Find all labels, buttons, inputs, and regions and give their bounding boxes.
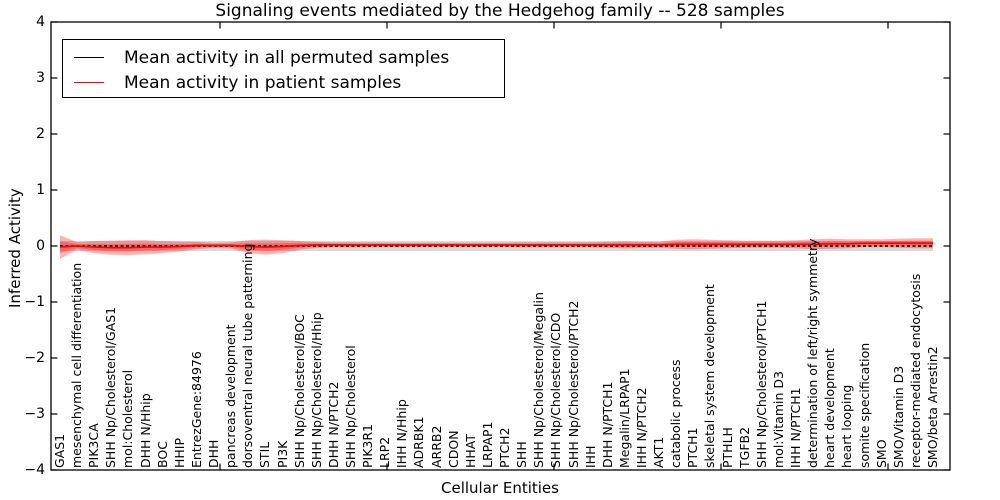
y-tick-label: −2 xyxy=(24,350,45,366)
patient-mean-line xyxy=(59,242,933,249)
x-tick-label: IHH xyxy=(582,445,598,469)
y-tick-label: 1 xyxy=(36,182,45,198)
x-tick-label: SHH Np/Cholesterol/GAS1 xyxy=(103,306,119,468)
x-tick-label: PIK3CA xyxy=(86,423,102,468)
x-tick-label: IHH N/Hhip xyxy=(394,399,410,468)
y-tick-label: −3 xyxy=(24,406,45,422)
chart-title: Signaling events mediated by the Hedgeho… xyxy=(215,1,785,21)
x-tick-label: SMO/Vitamin D3 xyxy=(890,365,906,468)
x-tick-label: PIK3R1 xyxy=(360,423,376,468)
x-tick-label: LRPAP1 xyxy=(479,421,495,468)
x-tick-label: PTCH1 xyxy=(685,427,701,468)
legend-entry-permuted: Mean activity in all permuted samples xyxy=(63,45,504,70)
patient-line-swatch xyxy=(74,82,104,83)
y-tick-label: −1 xyxy=(24,294,45,310)
x-tick-label: mol:Vitamin D3 xyxy=(770,371,786,468)
x-tick-label: receptor-mediated endocytosis xyxy=(907,273,923,468)
x-tick-label: SHH Np/Cholesterol/Hhip xyxy=(308,312,324,468)
x-tick-label: SHH Np/Cholesterol/PTCH1 xyxy=(753,300,769,469)
x-tick-label: SHH Np/Cholesterol/BOC xyxy=(291,314,307,468)
y-tick-label: 4 xyxy=(36,14,45,30)
x-tick-label: HHIP xyxy=(171,437,187,468)
x-tick-label: PI3K xyxy=(274,440,290,468)
x-tick-label: mesenchymal cell differentiation xyxy=(69,262,85,468)
x-tick-label: HHAT xyxy=(462,433,478,468)
x-tick-label: heart development xyxy=(822,348,838,468)
x-tick-label: SHH xyxy=(514,441,530,468)
x-tick-label: SMO/beta Arrestin2 xyxy=(925,346,940,468)
x-tick-label: IHH N/PTCH2 xyxy=(634,387,649,468)
x-tick-label: mol:Cholesterol xyxy=(120,369,136,468)
x-tick-label: EntrezGene:84976 xyxy=(188,351,204,468)
x-tick-label: heart looping xyxy=(839,384,855,468)
x-axis-label: Cellular Entities xyxy=(441,479,559,497)
x-tick-label: SHH Np/Cholesterol/PTCH2 xyxy=(565,300,581,469)
x-tick-label: CDON xyxy=(445,430,461,468)
x-tick-label: dorsoventral neural tube patterning xyxy=(240,243,256,469)
permuted-line-swatch xyxy=(74,57,104,58)
legend-entry-patient: Mean activity in patient samples xyxy=(63,70,504,95)
x-tick-label: SHH Np/Cholesterol/Megalin xyxy=(531,292,547,468)
x-tick-label: TGFB2 xyxy=(736,426,752,468)
x-tick-label: PTCH2 xyxy=(497,427,513,468)
y-tick-label: 2 xyxy=(36,126,45,142)
x-tick-label: BOC xyxy=(154,441,170,468)
x-tick-label: DHH xyxy=(206,439,222,468)
patient-band-outer xyxy=(60,235,933,259)
y-tick-label: −4 xyxy=(24,462,45,478)
x-tick-label: somite specification xyxy=(856,342,872,468)
x-tick-label: skeletal system development xyxy=(702,284,718,468)
x-tick-label: ADRBK1 xyxy=(411,416,427,468)
x-tick-label: SHH Np/Cholesterol xyxy=(343,345,358,468)
x-tick-label: GAS1 xyxy=(52,433,67,468)
legend: Mean activity in all permuted samples Me… xyxy=(62,39,505,98)
x-tick-label: ARRB2 xyxy=(428,425,444,468)
y-tick-label: 0 xyxy=(36,238,45,254)
x-tick-label: DHH N/Hhip xyxy=(137,393,153,468)
x-tick-label: SMO xyxy=(873,439,889,468)
x-tick-label: STIL xyxy=(257,441,273,468)
legend-label-permuted: Mean activity in all permuted samples xyxy=(124,47,450,68)
x-tick-label: AKT1 xyxy=(651,436,667,468)
x-tick-label: catabolic process xyxy=(668,359,684,468)
x-tick-label: SHH Np/Cholesterol/CDO xyxy=(548,312,564,468)
x-tick-label: determination of left/right symmetry xyxy=(805,238,821,469)
x-tick-label: PTHLH xyxy=(719,427,735,468)
y-tick-label: 3 xyxy=(36,70,45,86)
x-tick-label: DHH N/PTCH2 xyxy=(325,381,341,468)
x-tick-label: IHH N/PTCH1 xyxy=(788,387,804,468)
x-tick-label: pancreas development xyxy=(223,324,239,468)
x-tick-label: LRP2 xyxy=(377,436,393,468)
legend-label-patient: Mean activity in patient samples xyxy=(124,72,402,93)
x-tick-label: Megalin/LRPAP1 xyxy=(616,368,632,468)
x-tick-label: DHH N/PTCH1 xyxy=(599,381,615,468)
